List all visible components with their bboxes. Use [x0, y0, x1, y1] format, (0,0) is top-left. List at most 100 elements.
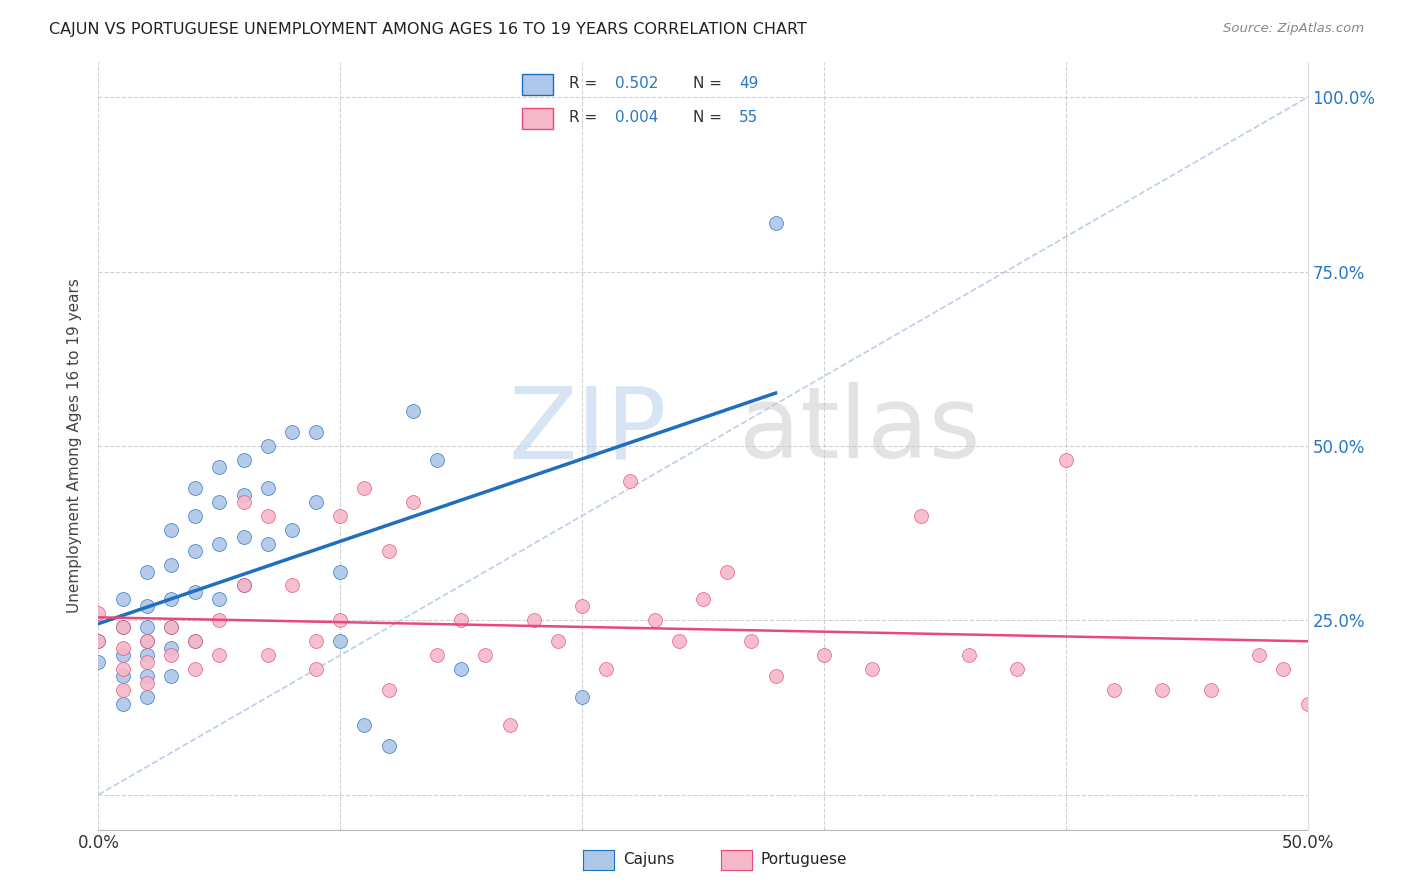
Point	[329, 508, 352, 523]
Y-axis label: Unemployment Among Ages 16 to 19 years: Unemployment Among Ages 16 to 19 years	[67, 278, 83, 614]
Point	[523, 613, 546, 627]
Point	[160, 641, 183, 656]
Text: N =: N =	[693, 111, 727, 125]
Point	[668, 634, 690, 648]
Point	[208, 495, 231, 509]
Point	[1249, 648, 1271, 663]
Point	[644, 613, 666, 627]
Point	[619, 474, 641, 488]
Point	[208, 459, 231, 474]
Point	[160, 592, 183, 607]
Point	[498, 718, 520, 732]
Point	[135, 634, 157, 648]
Point	[450, 613, 472, 627]
Point	[305, 634, 328, 648]
Point	[111, 648, 134, 663]
Point	[111, 662, 134, 676]
Text: Cajuns: Cajuns	[623, 853, 675, 867]
Point	[329, 565, 352, 579]
Point	[281, 578, 304, 592]
Point	[135, 599, 157, 614]
Point	[87, 634, 110, 648]
Point	[1199, 683, 1222, 698]
Point	[160, 558, 183, 572]
Point	[232, 578, 254, 592]
Point	[402, 404, 425, 418]
Point	[426, 453, 449, 467]
Text: N =: N =	[693, 76, 727, 91]
Point	[135, 565, 157, 579]
Point	[184, 508, 207, 523]
Point	[595, 662, 617, 676]
Point	[256, 481, 278, 495]
Point	[160, 620, 183, 634]
Point	[377, 739, 399, 753]
Point	[135, 676, 157, 690]
Point	[232, 495, 254, 509]
Point	[813, 648, 835, 663]
Point	[208, 648, 231, 663]
Point	[692, 592, 714, 607]
Point	[232, 578, 254, 592]
Point	[305, 662, 328, 676]
Point	[740, 634, 762, 648]
Point	[281, 523, 304, 537]
Point	[232, 488, 254, 502]
Text: CAJUN VS PORTUGUESE UNEMPLOYMENT AMONG AGES 16 TO 19 YEARS CORRELATION CHART: CAJUN VS PORTUGUESE UNEMPLOYMENT AMONG A…	[49, 22, 807, 37]
Point	[160, 648, 183, 663]
Point	[184, 634, 207, 648]
Point	[184, 662, 207, 676]
Point	[957, 648, 980, 663]
Point	[160, 669, 183, 683]
Point	[860, 662, 883, 676]
Point	[547, 634, 569, 648]
Text: 0.004: 0.004	[616, 111, 658, 125]
Text: 0.502: 0.502	[616, 76, 658, 91]
Point	[305, 495, 328, 509]
Point	[402, 495, 425, 509]
Point	[160, 620, 183, 634]
Point	[353, 481, 375, 495]
Point	[184, 634, 207, 648]
Point	[450, 662, 472, 676]
Text: Portuguese: Portuguese	[761, 853, 848, 867]
Point	[111, 697, 134, 711]
Text: R =: R =	[569, 76, 602, 91]
Point	[87, 634, 110, 648]
Text: R =: R =	[569, 111, 602, 125]
Point	[184, 585, 207, 599]
Point	[1007, 662, 1029, 676]
Point	[135, 690, 157, 704]
Point	[353, 718, 375, 732]
Point	[111, 620, 134, 634]
Point	[1272, 662, 1295, 676]
Point	[111, 592, 134, 607]
FancyBboxPatch shape	[523, 74, 554, 95]
FancyBboxPatch shape	[523, 108, 554, 129]
Point	[111, 620, 134, 634]
Point	[426, 648, 449, 663]
Point	[135, 648, 157, 663]
Point	[474, 648, 496, 663]
Point	[111, 641, 134, 656]
Point	[135, 620, 157, 634]
Text: ZIP: ZIP	[509, 382, 666, 479]
Text: 49: 49	[740, 76, 758, 91]
Point	[111, 669, 134, 683]
Point	[1102, 683, 1125, 698]
Point	[135, 655, 157, 669]
Point	[571, 690, 593, 704]
Point	[87, 655, 110, 669]
Point	[208, 536, 231, 550]
Point	[111, 683, 134, 698]
Point	[377, 543, 399, 558]
Point	[135, 634, 157, 648]
Point	[160, 523, 183, 537]
Point	[256, 508, 278, 523]
Point	[232, 530, 254, 544]
Point	[1054, 453, 1077, 467]
Text: atlas: atlas	[740, 382, 981, 479]
Text: Source: ZipAtlas.com: Source: ZipAtlas.com	[1223, 22, 1364, 36]
Point	[135, 669, 157, 683]
Point	[256, 648, 278, 663]
